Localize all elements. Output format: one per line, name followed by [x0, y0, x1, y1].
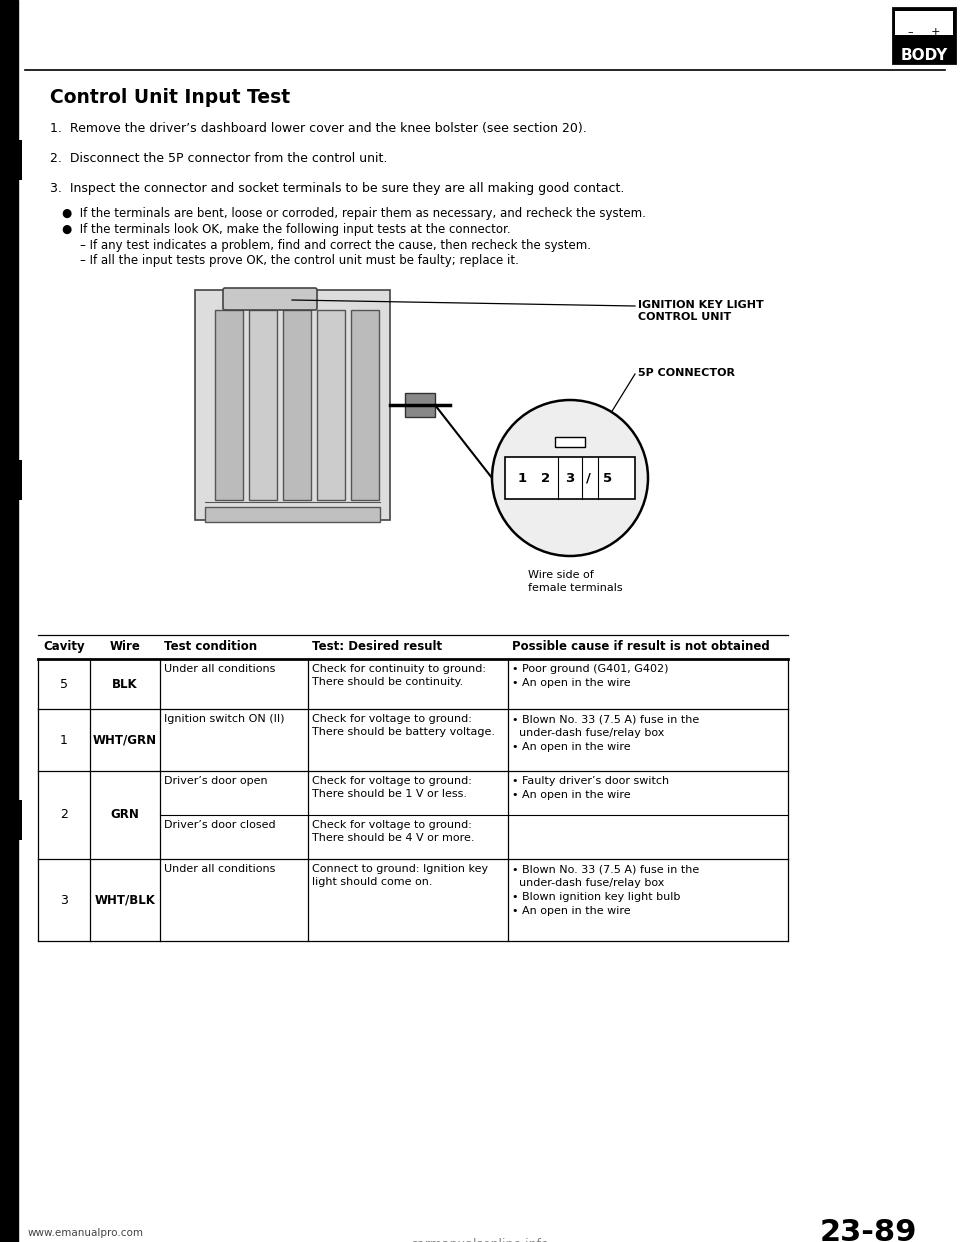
Bar: [215, 310, 243, 501]
Bar: [249, 310, 277, 501]
Text: Ignition switch ON (II): Ignition switch ON (II): [164, 714, 284, 724]
Text: Check for voltage to ground:
There should be 1 V or less.: Check for voltage to ground: There shoul…: [312, 776, 472, 799]
Text: 23-89: 23-89: [820, 1218, 918, 1242]
Text: Driver’s door closed: Driver’s door closed: [164, 820, 276, 830]
Bar: [317, 310, 345, 501]
Text: • Poor ground (G401, G402)
• An open in the wire: • Poor ground (G401, G402) • An open in …: [512, 664, 668, 688]
Text: 2: 2: [60, 809, 68, 821]
Text: Check for continuity to ground:
There should be continuity.: Check for continuity to ground: There sh…: [312, 664, 486, 687]
Text: • Blown No. 33 (7.5 A) fuse in the
  under-dash fuse/relay box
• An open in the : • Blown No. 33 (7.5 A) fuse in the under…: [512, 714, 699, 751]
Bar: [555, 437, 585, 447]
Text: • Faulty driver’s door switch
• An open in the wire: • Faulty driver’s door switch • An open …: [512, 776, 669, 800]
Text: 5: 5: [60, 677, 68, 691]
Text: Control Unit Input Test: Control Unit Input Test: [50, 88, 290, 107]
Text: WHT/GRN: WHT/GRN: [93, 734, 157, 746]
Text: ●  If the terminals look OK, make the following input tests at the connector.: ● If the terminals look OK, make the fol…: [62, 224, 511, 236]
Text: Test: Desired result: Test: Desired result: [312, 640, 443, 653]
Text: 2: 2: [541, 472, 551, 484]
Text: GRN: GRN: [110, 809, 139, 821]
Bar: [195, 289, 390, 520]
Text: /: /: [586, 472, 590, 484]
Text: Check for voltage to ground:
There should be 4 V or more.: Check for voltage to ground: There shoul…: [312, 820, 474, 843]
Text: 3: 3: [565, 472, 575, 484]
Text: – If all the input tests prove OK, the control unit must be faulty; replace it.: – If all the input tests prove OK, the c…: [80, 255, 518, 267]
Text: Test condition: Test condition: [164, 640, 257, 653]
Text: Under all conditions: Under all conditions: [164, 664, 276, 674]
FancyBboxPatch shape: [0, 460, 22, 501]
Text: Wire side of
female terminals: Wire side of female terminals: [528, 570, 623, 594]
Bar: [893, 7, 955, 63]
Text: carmanualsonline.info: carmanualsonline.info: [411, 1238, 549, 1242]
Text: Cavity: Cavity: [43, 640, 84, 653]
Text: www.emanualpro.com: www.emanualpro.com: [28, 1228, 144, 1238]
Bar: [505, 457, 635, 499]
FancyBboxPatch shape: [0, 800, 22, 840]
Circle shape: [492, 400, 648, 556]
Text: –     +: – +: [908, 27, 940, 37]
Bar: [283, 310, 311, 501]
Text: Under all conditions: Under all conditions: [164, 864, 276, 874]
Text: 2.  Disconnect the 5P connector from the control unit.: 2. Disconnect the 5P connector from the …: [50, 152, 388, 165]
Bar: [205, 507, 380, 522]
Text: Connect to ground: Ignition key
light should come on.: Connect to ground: Ignition key light sh…: [312, 864, 488, 887]
Text: ●  If the terminals are bent, loose or corroded, repair them as necessary, and r: ● If the terminals are bent, loose or co…: [62, 207, 646, 220]
Text: 3: 3: [60, 893, 68, 907]
FancyBboxPatch shape: [0, 140, 22, 180]
Text: BODY: BODY: [900, 47, 948, 62]
Text: Wire: Wire: [109, 640, 140, 653]
Text: • Blown No. 33 (7.5 A) fuse in the
  under-dash fuse/relay box
• Blown ignition : • Blown No. 33 (7.5 A) fuse in the under…: [512, 864, 699, 917]
Text: – If any test indicates a problem, find and correct the cause, then recheck the : – If any test indicates a problem, find …: [80, 238, 591, 252]
FancyBboxPatch shape: [223, 288, 317, 310]
Text: Driver’s door open: Driver’s door open: [164, 776, 268, 786]
Text: BLK: BLK: [112, 677, 138, 691]
Bar: [0, 0, 18, 1242]
Text: 1: 1: [60, 734, 68, 746]
Text: 5P CONNECTOR: 5P CONNECTOR: [638, 368, 735, 378]
Text: 3.  Inspect the connector and socket terminals to be sure they are all making go: 3. Inspect the connector and socket term…: [50, 183, 624, 195]
Bar: [895, 11, 953, 35]
Text: 5: 5: [604, 472, 612, 484]
Text: IGNITION KEY LIGHT
CONTROL UNIT: IGNITION KEY LIGHT CONTROL UNIT: [638, 301, 764, 323]
Bar: [351, 310, 379, 501]
Bar: [405, 392, 435, 417]
Text: WHT/BLK: WHT/BLK: [95, 893, 156, 907]
Text: 1: 1: [517, 472, 527, 484]
Text: Check for voltage to ground:
There should be battery voltage.: Check for voltage to ground: There shoul…: [312, 714, 495, 738]
Text: 1.  Remove the driver’s dashboard lower cover and the knee bolster (see section : 1. Remove the driver’s dashboard lower c…: [50, 122, 587, 135]
Text: Possible cause if result is not obtained: Possible cause if result is not obtained: [512, 640, 770, 653]
